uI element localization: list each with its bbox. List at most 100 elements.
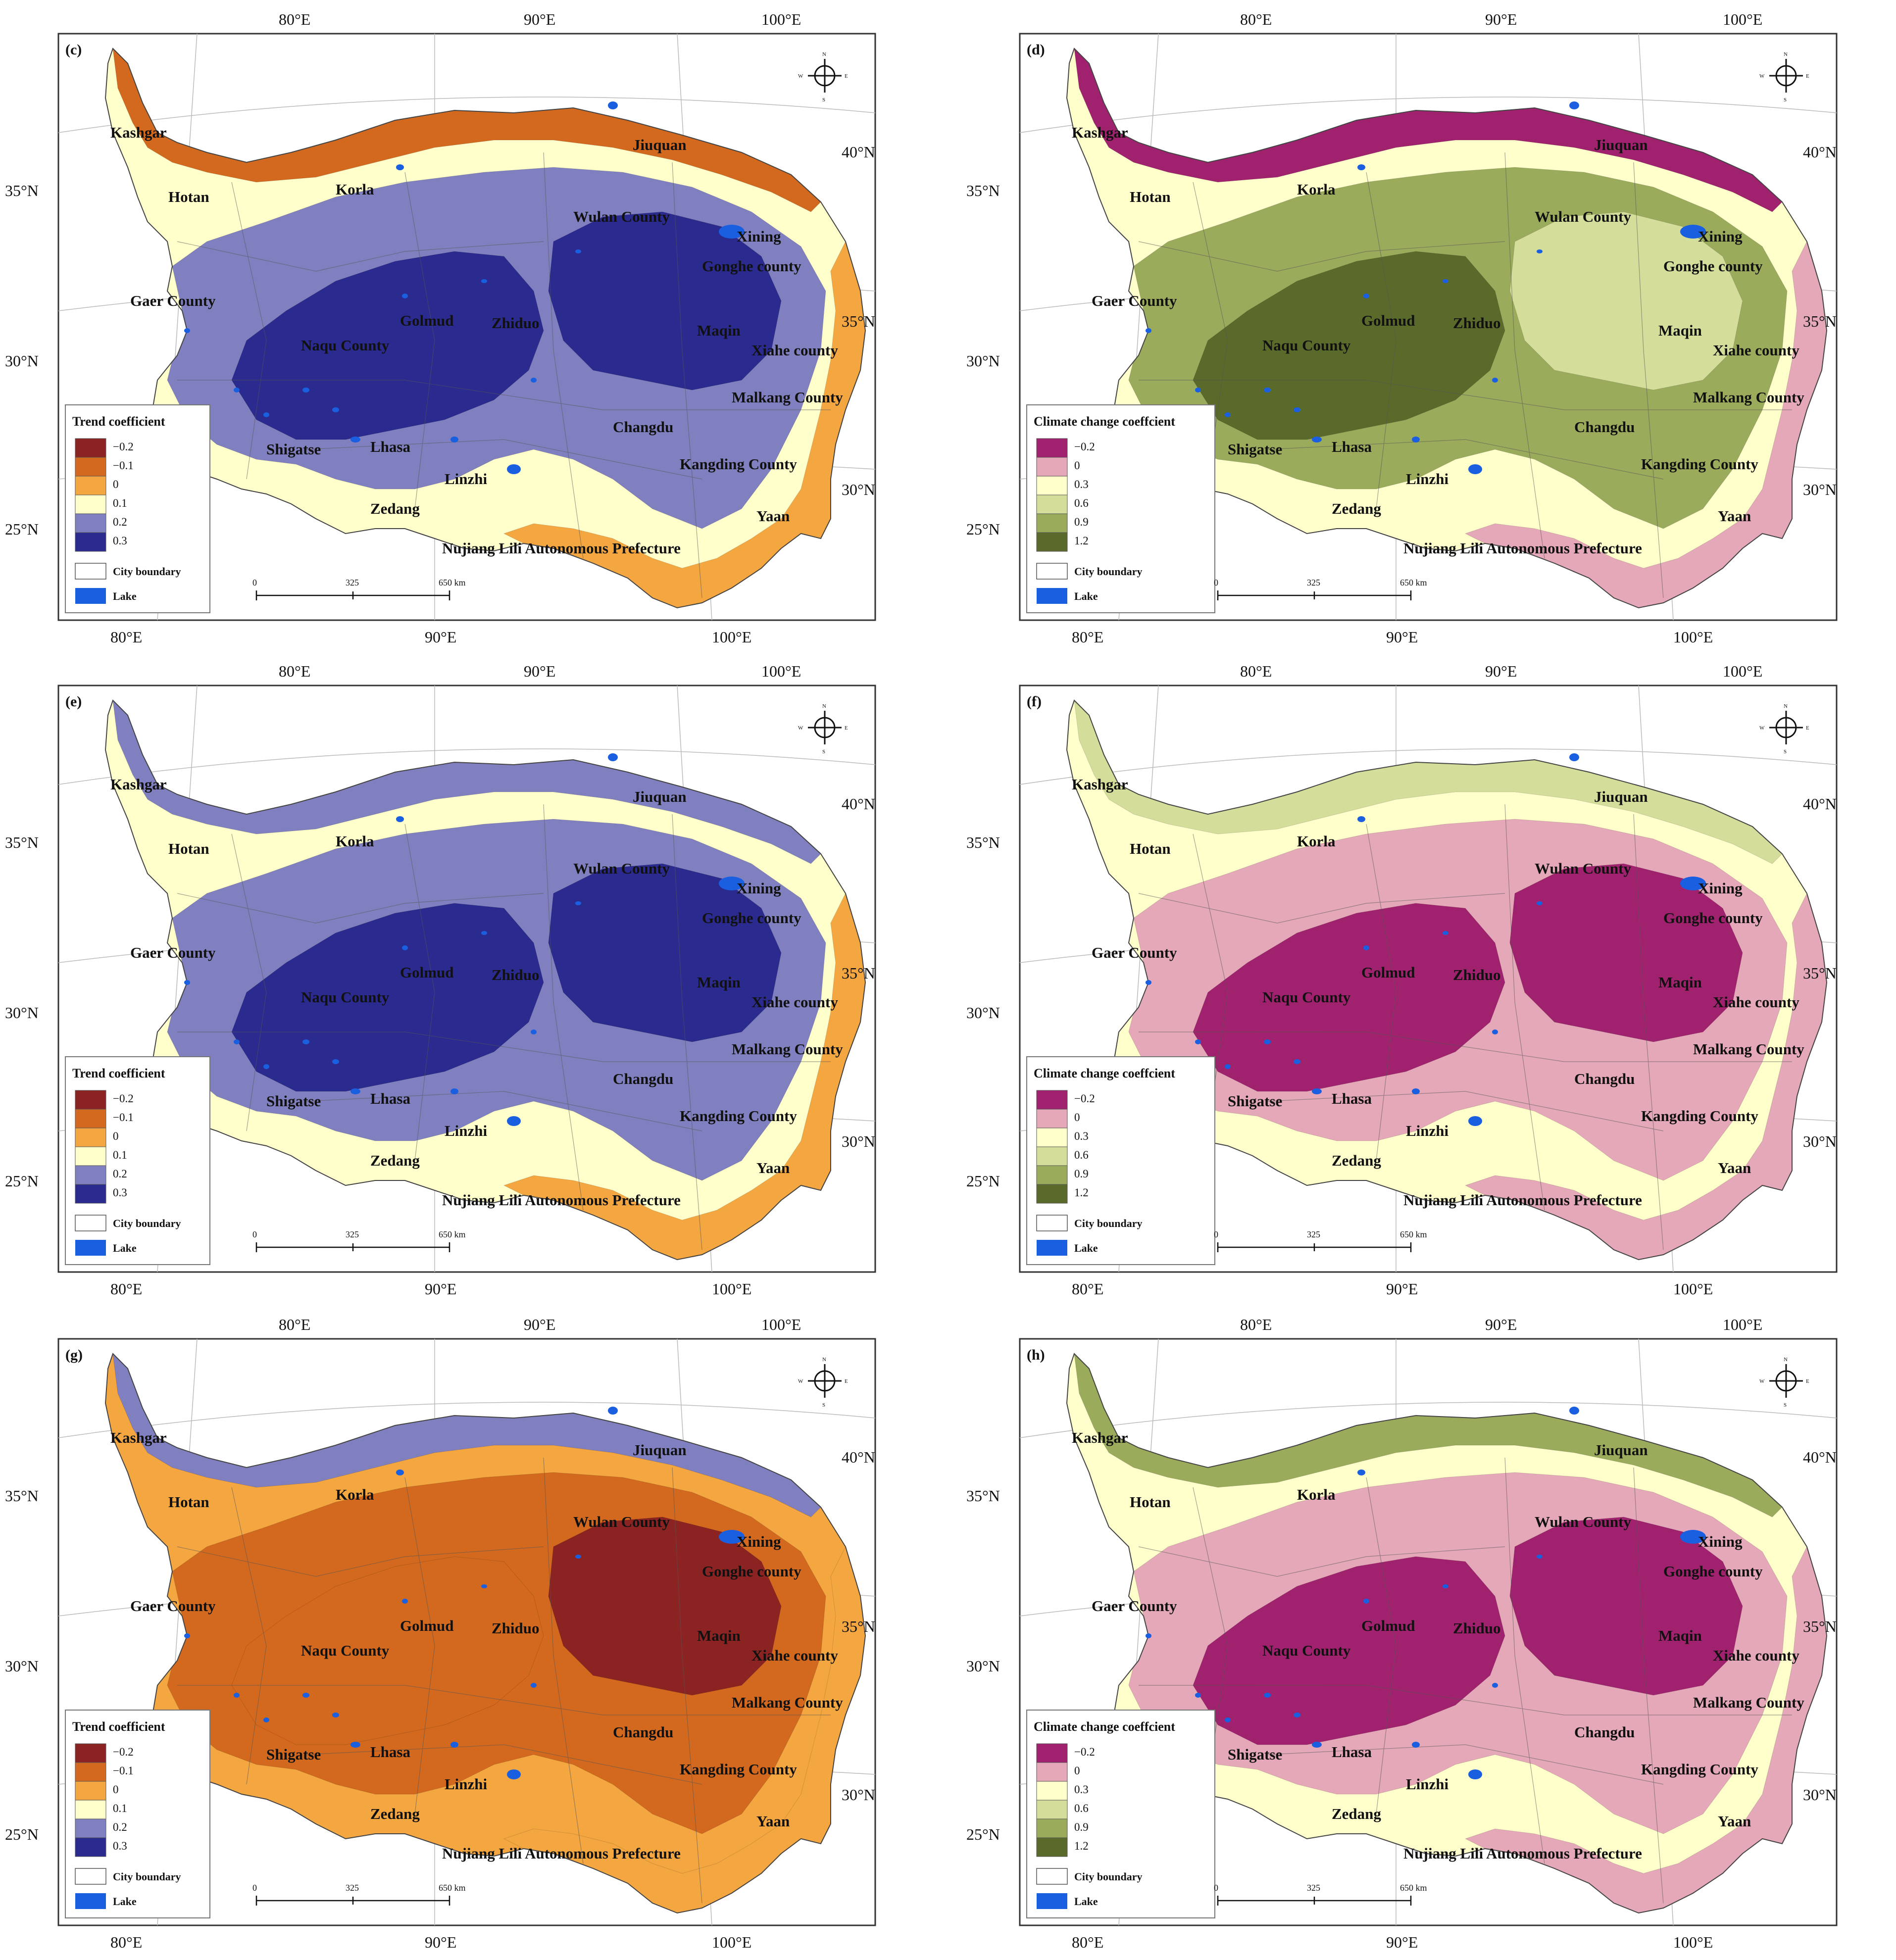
city-label: Zhiduo: [1453, 966, 1501, 983]
scale-bar: 0 325 650 km: [252, 578, 466, 600]
city-label: Lhasa: [1332, 1090, 1372, 1107]
scale-label: 325: [346, 1229, 359, 1239]
lake-shape: [450, 1742, 458, 1748]
city-label: Xining: [1698, 880, 1743, 897]
city-label: Korla: [336, 181, 374, 198]
city-boundary-line: [543, 804, 584, 1211]
legend-boundary-swatch: [75, 1868, 106, 1885]
lake-shape: [719, 225, 745, 239]
lon-tick-label: 100°E: [1723, 662, 1762, 680]
city-boundaries: [177, 804, 831, 1250]
city-label: Hotan: [1130, 188, 1171, 205]
lakes: [184, 1407, 745, 1779]
city-label: Gaer County: [1092, 944, 1177, 961]
city-label: Gonghe county: [1663, 257, 1763, 275]
lon-tick-label: 90°E: [1386, 1280, 1418, 1298]
legend-swatch: [1036, 1127, 1068, 1147]
zone-core-west: [1193, 1556, 1505, 1745]
lake-shape: [1443, 1584, 1448, 1588]
lat-tick-label: 30°N: [1803, 1132, 1837, 1150]
city-boundary-line: [231, 1487, 267, 1785]
lake-shape: [1264, 1039, 1271, 1044]
city-label: Golmud: [1361, 312, 1415, 329]
scale-bar: 0 325 650 km: [1214, 1883, 1427, 1906]
lon-tick-label: 100°E: [761, 10, 801, 28]
zone-core-west: [1193, 251, 1505, 440]
scale-label: 0: [1214, 1883, 1218, 1893]
compass-north: N: [822, 703, 826, 709]
legend-class-label: −0.2: [1074, 1092, 1095, 1105]
city-label: Korla: [336, 1486, 374, 1503]
city-label: Nujiang Lili Autonomous Prefecture: [1403, 539, 1642, 557]
lon-tick-label: 90°E: [524, 662, 555, 680]
lake-shape: [402, 294, 408, 298]
legend-boundary-swatch: [75, 1215, 106, 1231]
scale-label: 325: [1307, 1229, 1320, 1239]
city-label: Kangding County: [1641, 455, 1758, 473]
lat-tick-label: 25°N: [5, 1825, 39, 1843]
city-boundaries: [1138, 152, 1792, 598]
city-label: Jiuquan: [1594, 788, 1648, 805]
lat-tick-label: 25°N: [966, 520, 1000, 538]
city-label: Shigatse: [1228, 1092, 1282, 1110]
lake-shape: [234, 1039, 240, 1044]
lake-shape: [1294, 407, 1300, 412]
lat-tick-label: 35°N: [842, 1617, 875, 1635]
scale-label: 325: [1307, 578, 1320, 588]
city-label: Zedang: [370, 1805, 420, 1822]
city-label: Gonghe county: [1663, 1563, 1763, 1580]
city-label: Zedang: [1332, 1805, 1381, 1822]
legend-boundary-label: City boundary: [113, 1870, 181, 1883]
legend-swatch: [1036, 1090, 1068, 1110]
legend-class-label: −0.2: [113, 1746, 134, 1758]
compass-cross: [1769, 59, 1803, 93]
city-boundary-line: [1139, 1685, 1792, 1715]
city-boundary-line: [177, 893, 544, 924]
lon-tick-label: 80°E: [1072, 628, 1103, 646]
lake-shape: [302, 388, 309, 392]
lat-tick-label: 35°N: [5, 1487, 39, 1505]
lon-tick-label: 80°E: [110, 1933, 142, 1951]
legend-swatch: [75, 494, 106, 514]
city-label: Naqu County: [1262, 337, 1351, 354]
city-label: Lhasa: [370, 1090, 410, 1107]
city-label: Nujiang Lili Autonomous Prefecture: [1403, 1191, 1642, 1209]
lake-shape: [1680, 225, 1706, 239]
city-label: Zedang: [1332, 500, 1381, 517]
lon-tick-label: 90°E: [1485, 1316, 1517, 1333]
city-boundary-line: [231, 833, 267, 1131]
lake-shape: [575, 901, 581, 905]
lake-shape: [507, 464, 521, 474]
lake-shape: [1146, 1633, 1151, 1638]
map-panel-0: (c) N S W E Kashgar Hotan Korla Jiuquan Wulan Cou…: [57, 33, 876, 621]
graticule-line: [58, 97, 876, 133]
city-label: Linzhi: [1406, 1122, 1449, 1139]
zone-core-east: [548, 1517, 782, 1696]
legend-class-label: 0.3: [1074, 478, 1089, 490]
legend-class-label: 1.2: [1074, 1840, 1089, 1852]
compass-icon: N S W E: [798, 703, 848, 755]
lon-tick-label: 90°E: [1386, 1933, 1418, 1951]
lon-tick-label: 90°E: [425, 1280, 456, 1298]
lake-shape: [507, 1116, 521, 1126]
lake-shape: [1357, 1470, 1365, 1475]
zone-core-east: [1509, 211, 1743, 391]
city-boundary-line: [1139, 380, 1792, 410]
city-label: Kashgar: [110, 776, 167, 793]
legend-boundary-swatch: [75, 563, 106, 580]
scale-line: [1217, 590, 1412, 600]
value-zones: [105, 1354, 865, 1913]
city-label: Kangding County: [680, 1761, 797, 1778]
legend-swatch: [75, 438, 106, 458]
city-label: Kangding County: [680, 455, 797, 473]
compass-south: S: [1784, 749, 1787, 755]
legend-swatch: [1036, 1109, 1068, 1128]
legend-swatch: [75, 1800, 106, 1819]
compass-icon: N S W E: [1759, 51, 1809, 103]
city-label: Wulan County: [573, 1513, 670, 1530]
legend-swatch: [1036, 1800, 1068, 1819]
city-boundary-line: [1633, 162, 1664, 598]
legend-title: Trend coefficient: [72, 1066, 165, 1080]
compass-north: N: [822, 1357, 826, 1363]
legend-swatch: [75, 1762, 106, 1782]
